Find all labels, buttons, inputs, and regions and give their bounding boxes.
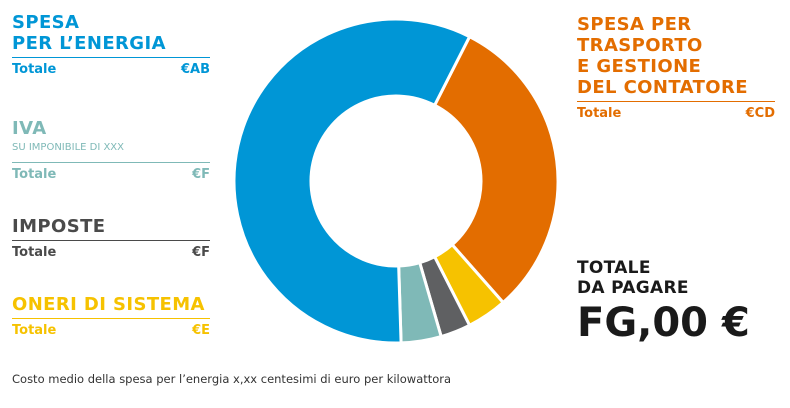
iva-subtitle: SU IMPONIBILE DI XXX bbox=[12, 142, 125, 153]
trasporto-title-line4: DEL CONTATORE bbox=[577, 77, 748, 98]
iva-total-row: Totale €F bbox=[12, 162, 210, 182]
legend-iva: IVA SU IMPONIBILE DI XXX Totale €F bbox=[12, 118, 210, 182]
total-label-line1: TOTALE bbox=[577, 258, 651, 278]
legend-oneri: ONERI DI SISTEMA Totale €E bbox=[12, 294, 210, 338]
oneri-total-row: Totale €E bbox=[12, 318, 210, 338]
imposte-total-label: Totale bbox=[12, 245, 57, 260]
oneri-total-label: Totale bbox=[12, 323, 57, 338]
donut-slice-4 bbox=[232, 17, 472, 345]
total-label-line2: DA PAGARE bbox=[577, 278, 689, 298]
imposte-total-row: Totale €F bbox=[12, 240, 210, 260]
iva-title: IVA bbox=[12, 118, 47, 139]
imposte-total-value: €F bbox=[192, 245, 210, 260]
total-to-pay: TOTALE DA PAGARE FG,00 € bbox=[577, 258, 750, 346]
energia-total-value: €AB bbox=[180, 62, 210, 77]
oneri-title: ONERI DI SISTEMA bbox=[12, 294, 205, 315]
oneri-total-value: €E bbox=[192, 323, 210, 338]
energia-title-line1: SPESA bbox=[12, 12, 80, 33]
trasporto-title-line2: TRASPORTO bbox=[577, 35, 703, 56]
legend-energia: SPESA PER L’ENERGIA Totale €AB bbox=[12, 12, 210, 77]
trasporto-total-row: Totale €CD bbox=[577, 101, 775, 121]
total-value: FG,00 € bbox=[577, 300, 750, 346]
trasporto-total-label: Totale bbox=[577, 106, 622, 121]
legend-trasporto: SPESA PER TRASPORTO E GESTIONE DEL CONTA… bbox=[577, 14, 775, 121]
trasporto-title-line1: SPESA PER bbox=[577, 14, 692, 35]
trasporto-title-line3: E GESTIONE bbox=[577, 56, 702, 77]
trasporto-total-value: €CD bbox=[745, 106, 775, 121]
iva-total-value: €F bbox=[192, 167, 210, 182]
energia-total-row: Totale €AB bbox=[12, 57, 210, 77]
iva-total-label: Totale bbox=[12, 167, 57, 182]
donut-slice-0 bbox=[432, 34, 560, 305]
imposte-title: IMPOSTE bbox=[12, 216, 106, 237]
footnote: Costo medio della spesa per l’energia x,… bbox=[12, 372, 452, 386]
legend-imposte: IMPOSTE Totale €F bbox=[12, 216, 210, 260]
energia-title-line2: PER L’ENERGIA bbox=[12, 33, 166, 54]
energia-total-label: Totale bbox=[12, 62, 57, 77]
